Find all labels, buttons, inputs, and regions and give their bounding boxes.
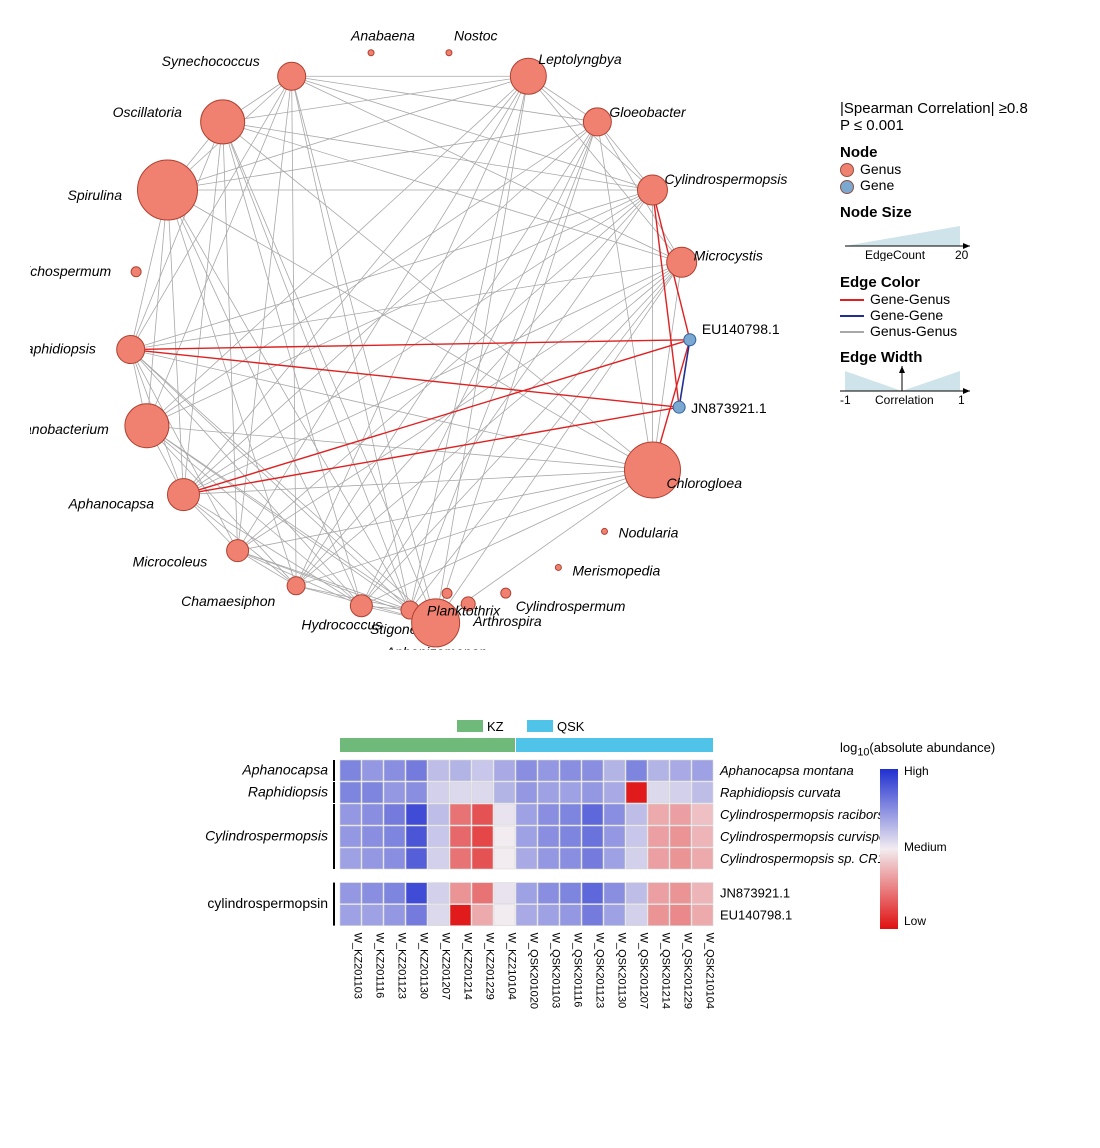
svg-text:Aphanocapsa: Aphanocapsa xyxy=(241,762,328,778)
svg-text:Merismopedia: Merismopedia xyxy=(572,562,660,578)
svg-text:Nostoc: Nostoc xyxy=(454,28,498,44)
svg-text:cylindrospermopsin: cylindrospermopsin xyxy=(207,895,328,911)
svg-text:W_KZ201229: W_KZ201229 xyxy=(484,933,496,1000)
color-scale-bar: High Medium Low xyxy=(840,765,950,935)
svg-text:W_QSK201207: W_QSK201207 xyxy=(638,933,650,1009)
svg-text:W_KZ201207: W_KZ201207 xyxy=(440,933,452,1000)
svg-text:Microcystis: Microcystis xyxy=(694,247,763,263)
svg-text:Medium: Medium xyxy=(904,840,947,854)
svg-text:W_KZ201103: W_KZ201103 xyxy=(352,933,364,999)
svg-text:Raphidiopsis curvata: Raphidiopsis curvata xyxy=(720,785,841,800)
svg-text:W_QSK201229: W_QSK201229 xyxy=(682,933,694,1009)
edge-legend-item: Genus-Genus xyxy=(840,323,1080,339)
svg-text:1: 1 xyxy=(958,393,965,406)
svg-text:W_KZ201123: W_KZ201123 xyxy=(396,933,408,999)
heat-leg-sub: 10 xyxy=(857,747,869,759)
nodesize-glyph: EdgeCount 20 xyxy=(840,221,990,261)
edgewidth-glyph: -1 Correlation 1 xyxy=(840,366,990,406)
svg-text:Leptolyngbya: Leptolyngbya xyxy=(538,51,622,67)
svg-text:High: High xyxy=(904,765,929,778)
edgecolor-hdr: Edge Color xyxy=(840,274,1080,291)
svg-text:W_KZ201116: W_KZ201116 xyxy=(374,933,386,999)
svg-text:Anabaena: Anabaena xyxy=(350,28,415,44)
abundance-heatmap: KZ QSK Aphanocapsa Aphanocapsa montana Raphi… xyxy=(190,720,944,1076)
svg-text:W_QSK201130: W_QSK201130 xyxy=(616,933,628,1009)
svg-text:Synechococcus: Synechococcus xyxy=(162,53,260,69)
svg-text:Planktothrix: Planktothrix xyxy=(427,602,501,618)
svg-text:Chamaesiphon: Chamaesiphon xyxy=(181,593,275,609)
svg-text:Aphanocapsa montana: Aphanocapsa montana xyxy=(719,763,854,778)
svg-text:Correlation: Correlation xyxy=(875,393,934,406)
svg-text:Cylindrospermopsis: Cylindrospermopsis xyxy=(664,171,787,187)
svg-text:-1: -1 xyxy=(840,393,851,406)
heat-leg-title: log xyxy=(840,740,857,755)
svg-text:W_QSK201020: W_QSK201020 xyxy=(528,933,540,1009)
pval-threshold: P ≤ 0.001 xyxy=(840,117,1080,134)
node-legend-hdr: Node xyxy=(840,144,1080,161)
svg-text:Spirulina: Spirulina xyxy=(68,187,123,203)
svg-text:Microcoleus: Microcoleus xyxy=(133,554,208,570)
svg-text:20: 20 xyxy=(955,248,969,261)
svg-text:W_QSK201123: W_QSK201123 xyxy=(594,933,606,1009)
edgewidth-hdr: Edge Width xyxy=(840,349,1080,366)
svg-text:Aphanizomenon: Aphanizomenon xyxy=(385,644,487,650)
svg-text:EU140798.1: EU140798.1 xyxy=(720,908,792,923)
correlation-network: Anabaena Nostoc Synechococcus Leptolyngbya O… xyxy=(30,10,830,650)
svg-text:KZ: KZ xyxy=(487,720,504,734)
svg-text:Cylindrospermum: Cylindrospermum xyxy=(516,598,626,614)
svg-text:Chlorogloea: Chlorogloea xyxy=(666,475,742,491)
heat-leg-rest: (absolute abundance) xyxy=(869,740,995,755)
svg-text:Raphidiopsis: Raphidiopsis xyxy=(30,341,96,357)
heatmap-legend: log10(absolute abundance) High Medium Low xyxy=(840,740,995,938)
svg-text:EU140798.1: EU140798.1 xyxy=(702,321,780,337)
svg-text:W_KZ201214: W_KZ201214 xyxy=(462,933,474,1000)
corr-threshold: |Spearman Correlation| ≥0.8 xyxy=(840,100,1080,117)
svg-text:W_QSK201116: W_QSK201116 xyxy=(572,933,584,1008)
svg-text:Raphidiopsis: Raphidiopsis xyxy=(248,784,328,800)
svg-text:W_KZ210104: W_KZ210104 xyxy=(506,933,518,1000)
network-legend: |Spearman Correlation| ≥0.8 P ≤ 0.001 No… xyxy=(840,100,1080,409)
node-legend-item: Genus xyxy=(840,161,1080,177)
node-legend-item: Gene xyxy=(840,177,1080,193)
svg-text:W_QSK201103: W_QSK201103 xyxy=(550,933,562,1009)
svg-text:EdgeCount: EdgeCount xyxy=(865,248,926,261)
svg-text:Nodularia: Nodularia xyxy=(619,524,679,540)
svg-text:Cyanobacterium: Cyanobacterium xyxy=(30,421,109,437)
edge-legend-item: Gene-Genus xyxy=(840,291,1080,307)
edge-legend-item: Gene-Gene xyxy=(840,307,1080,323)
svg-text:JN873921.1: JN873921.1 xyxy=(691,400,767,416)
nodesize-hdr: Node Size xyxy=(840,204,1080,221)
svg-text:W_KZ201130: W_KZ201130 xyxy=(418,933,430,999)
svg-text:W_QSK201214: W_QSK201214 xyxy=(660,933,672,1009)
svg-text:JN873921.1: JN873921.1 xyxy=(720,886,790,901)
svg-text:Gloeobacter: Gloeobacter xyxy=(609,104,687,120)
svg-text:QSK: QSK xyxy=(557,720,585,734)
svg-text:W_QSK210104: W_QSK210104 xyxy=(704,933,716,1009)
svg-text:Dolichospermum: Dolichospermum xyxy=(30,263,111,279)
svg-text:Oscillatoria: Oscillatoria xyxy=(113,104,182,120)
svg-text:Low: Low xyxy=(904,914,926,928)
svg-text:Cylindrospermopsis: Cylindrospermopsis xyxy=(205,828,328,844)
svg-text:Aphanocapsa: Aphanocapsa xyxy=(67,496,154,512)
